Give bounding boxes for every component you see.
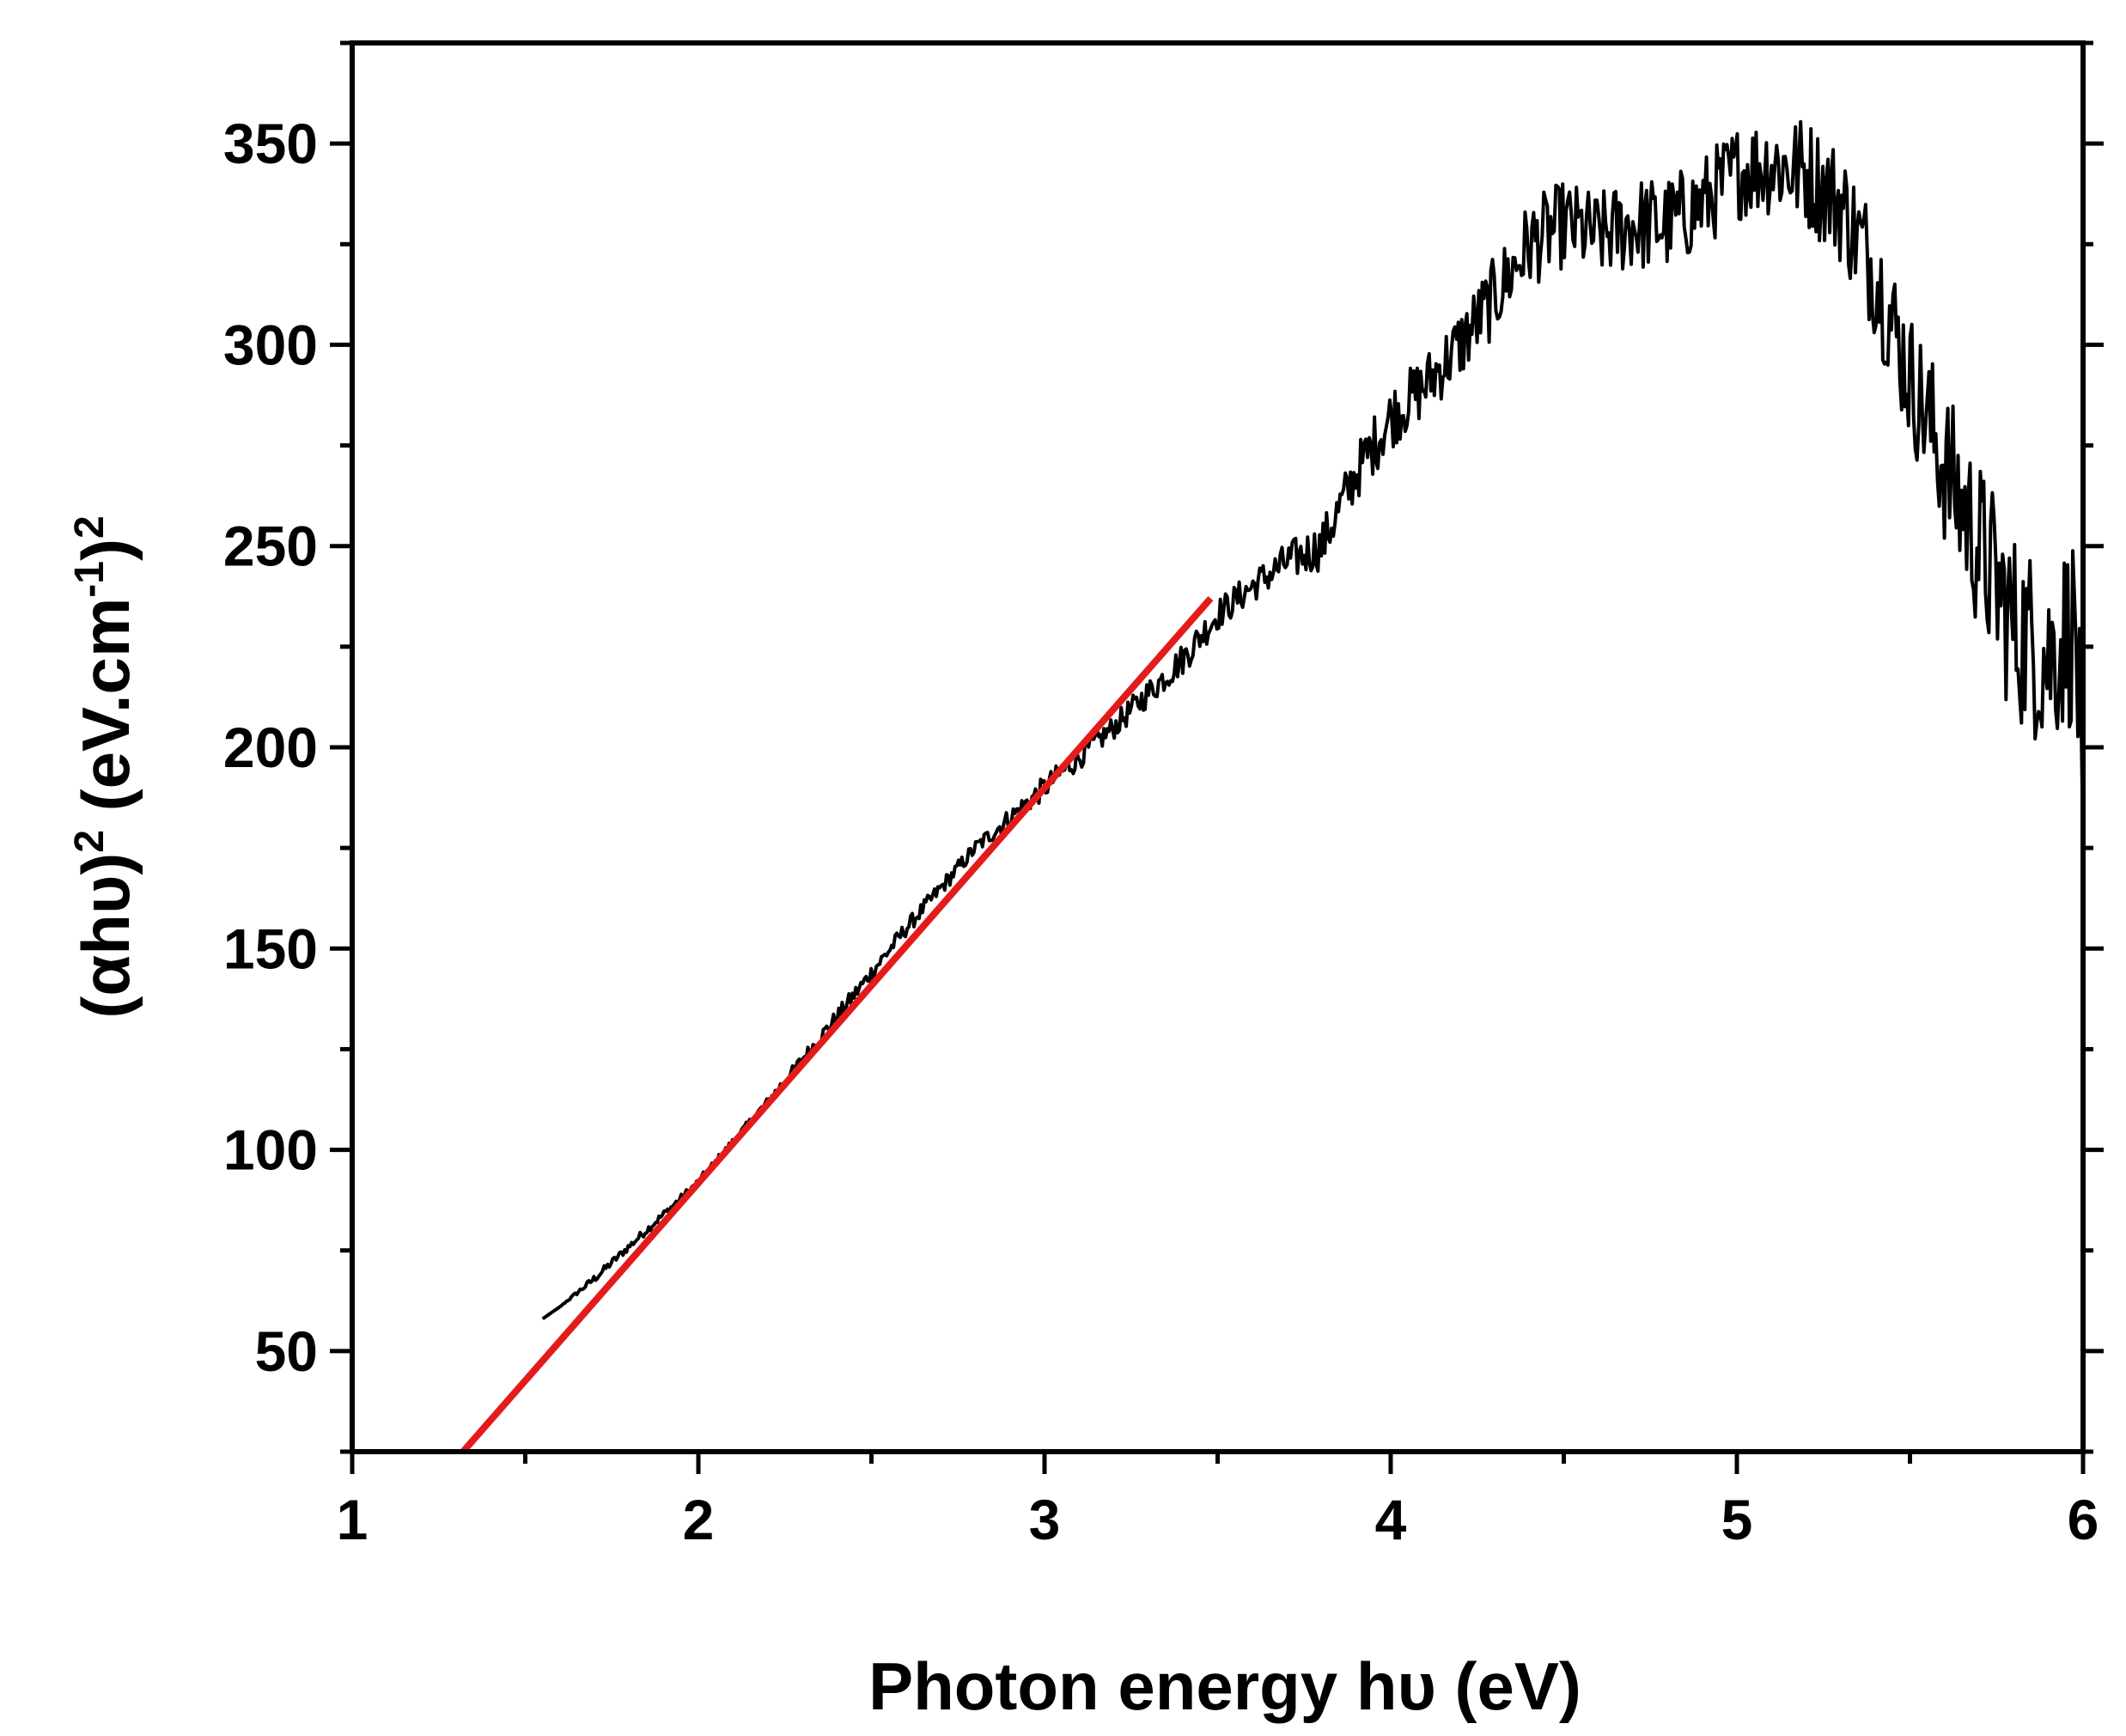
y-tick-label: 300 [223, 313, 318, 376]
x-axis-title: Photon energy hυ (eV) [868, 1648, 1581, 1724]
y-axis-title-close: ) [68, 539, 143, 561]
y-tick-label: 250 [223, 515, 318, 578]
y-tick-label: 350 [223, 112, 318, 175]
x-tick-label: 1 [337, 1488, 369, 1551]
x-tick-label: 6 [2068, 1488, 2099, 1551]
x-tick-label: 2 [683, 1488, 715, 1551]
x-tick-label: 5 [1721, 1488, 1753, 1551]
y-axis-title-exp1: 2 [67, 830, 113, 853]
series-layer [460, 119, 2085, 1454]
y-tick-label: 200 [223, 716, 318, 779]
y-axis-title-base: (αhυ) [68, 853, 143, 1019]
y-axis-title-exp2: -1 [67, 561, 113, 598]
plot-frame [350, 40, 2086, 1454]
y-axis-title: (αhυ)2 (eV.cm-1)2 [67, 515, 143, 1018]
series-fit-line [460, 595, 1214, 1454]
labels-layer: 1 2 3 4 5 6 50 100 150 200 250 300 350 [223, 112, 2099, 1551]
y-tick-label: 50 [255, 1319, 318, 1383]
series-data-line [541, 119, 2085, 1321]
ticks-layer [330, 40, 2104, 1474]
y-axis-title-exp3: 2 [67, 515, 113, 539]
y-tick-label: 150 [223, 917, 318, 980]
x-tick-label: 4 [1375, 1488, 1407, 1551]
y-tick-label: 100 [223, 1118, 318, 1182]
x-tick-label: 3 [1029, 1488, 1061, 1551]
y-axis-title-mid: (eV.cm [68, 598, 143, 830]
